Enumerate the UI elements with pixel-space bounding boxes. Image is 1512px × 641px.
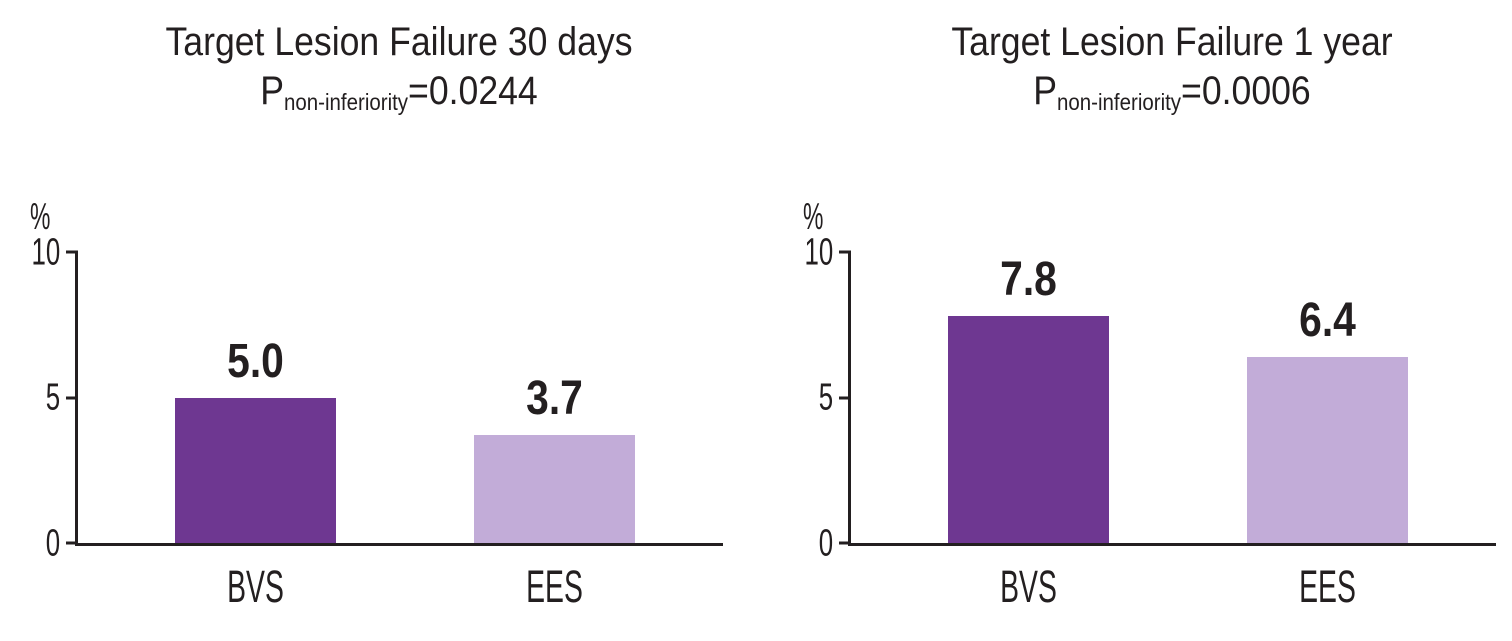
bar-bvs: 7.8 (948, 254, 1109, 543)
y-tick-label-0: 0 (818, 522, 833, 564)
y-tick-0: 0 (46, 524, 78, 562)
bar-ees-value-label: 3.7 (526, 372, 583, 426)
bar-ees: 3.7 (474, 373, 635, 543)
p-value: =0.0244 (408, 69, 538, 113)
plot-area: % 10 5 0 7.8 6.4 BVS EES (803, 197, 1496, 610)
bar-bvs-rect (175, 397, 336, 543)
y-tick-label-0: 0 (45, 522, 60, 564)
bar-ees-value-label: 6.4 (1299, 293, 1356, 347)
y-tick-0: 0 (819, 524, 851, 562)
category-label-bvs: BVS (227, 561, 284, 612)
bar-bvs-rect (948, 316, 1109, 543)
chart-tlf-30-days: Target Lesion Failure 30 days Pnon-infer… (30, 20, 723, 622)
plot-area: % 10 5 0 5.0 3.7 BVS EES (30, 197, 723, 610)
bar-ees-rect (1247, 356, 1408, 543)
p-symbol: P (260, 69, 285, 113)
bar-bvs: 5.0 (175, 335, 336, 543)
bar-ees-rect (474, 435, 635, 543)
chart-title-block: Target Lesion Failure 30 days Pnon-infer… (75, 18, 723, 116)
chart-title: Target Lesion Failure 1 year (951, 20, 1393, 64)
bar-bvs-value-label: 7.8 (1000, 253, 1057, 306)
chart-tlf-1-year: Target Lesion Failure 1 year Pnon-inferi… (803, 20, 1496, 622)
p-symbol: P (1033, 69, 1058, 113)
y-axis-unit-label: % (803, 196, 824, 237)
y-tick-label-10: 10 (804, 231, 833, 273)
bar-bvs-value-label: 5.0 (227, 334, 284, 388)
p-subscript: non-inferiority (284, 89, 409, 116)
y-tick-label-10: 10 (31, 231, 60, 273)
category-label-ees: EES (526, 561, 583, 612)
y-tick-5: 5 (46, 379, 78, 417)
category-label-ees: EES (1299, 561, 1356, 612)
chart-title: Target Lesion Failure 30 days (165, 20, 633, 64)
p-subscript: non-inferiority (1057, 89, 1182, 116)
y-tick-5: 5 (819, 379, 851, 417)
y-tick-label-5: 5 (818, 376, 833, 419)
y-axis-unit-label: % (30, 196, 51, 237)
p-value-line: Pnon-inferiority=0.0244 (111, 66, 688, 116)
y-tick-label-5: 5 (45, 376, 60, 419)
category-label-bvs: BVS (1000, 561, 1057, 612)
y-tick-10: 10 (31, 233, 78, 271)
bar-ees: 6.4 (1247, 294, 1408, 543)
p-value: =0.0006 (1181, 69, 1311, 113)
p-value-line: Pnon-inferiority=0.0006 (884, 66, 1461, 116)
chart-title-block: Target Lesion Failure 1 year Pnon-inferi… (848, 18, 1496, 116)
y-tick-10: 10 (804, 233, 851, 271)
